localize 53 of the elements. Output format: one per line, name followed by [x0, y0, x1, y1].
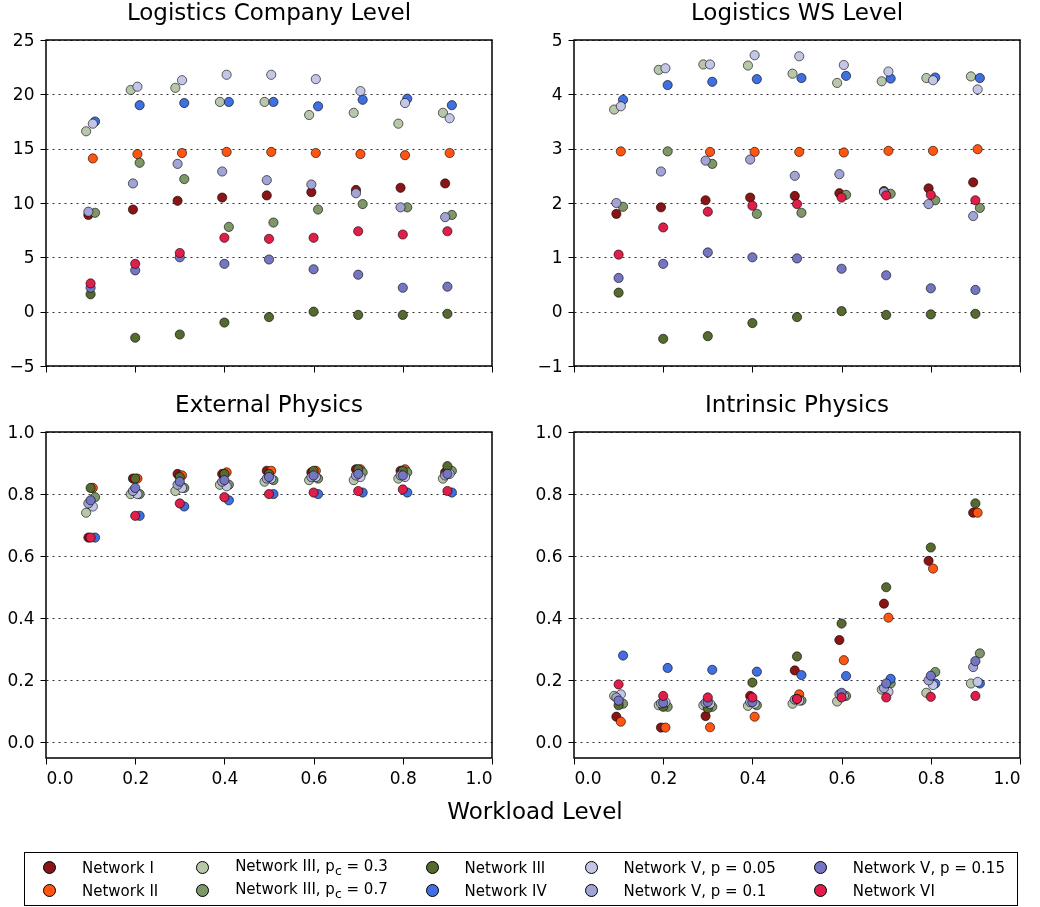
- y-tick-label: 1: [551, 246, 563, 267]
- legend-label: Network IV: [464, 881, 547, 900]
- chart-title: External Physics: [175, 391, 363, 417]
- y-tick-label: 0.6: [7, 545, 35, 566]
- x-tick-label: 0.6: [828, 767, 856, 788]
- y-tick-label: 4: [551, 83, 563, 104]
- y-tick-label: 5: [551, 29, 563, 50]
- legend-label: Network III, p$_{c}$ = 0.7: [235, 880, 388, 901]
- y-tick-label: 3: [551, 138, 563, 159]
- y-tick-label: 0.4: [7, 607, 35, 628]
- legend-label: Network III, p$_{c}$ = 0.3: [235, 857, 388, 878]
- chart-title: Logistics WS Level: [690, 0, 904, 25]
- y-tick-label: 0.2: [7, 669, 35, 690]
- y-tick-label: 0: [23, 301, 35, 322]
- y-tick-label: 0.2: [535, 669, 563, 690]
- x-tick-label: 0.4: [211, 767, 239, 788]
- y-tick-label: 0.8: [535, 483, 563, 504]
- x-tick-label: 0.8: [917, 767, 945, 788]
- y-tick-label: 0.8: [7, 483, 35, 504]
- x-tick-label: 0.2: [650, 767, 678, 788]
- legend-label: Network V, p = 0.15: [852, 858, 1005, 877]
- x-tick-label: 0.2: [122, 767, 150, 788]
- legend-label: Network VI: [852, 881, 935, 900]
- chart-title: Intrinsic Physics: [704, 391, 890, 417]
- y-tick-label: 15: [12, 138, 35, 159]
- y-tick-label: 0: [551, 301, 563, 322]
- y-tick-label: 5: [23, 246, 35, 267]
- chart-title: Logistics Company Level: [126, 0, 412, 25]
- y-tick-label: 1.0: [7, 421, 35, 442]
- x-tick-label: 0.6: [300, 767, 328, 788]
- y-tick-label: −5: [9, 355, 35, 376]
- x-tick-label: 1.0: [993, 767, 1021, 788]
- legend-label: Network V, p = 0.05: [623, 858, 776, 877]
- x-tick-label: 0.0: [46, 767, 74, 788]
- x-tick-label: 0.4: [739, 767, 767, 788]
- y-tick-label: 25: [12, 29, 35, 50]
- legend-label: Network I: [82, 858, 154, 877]
- y-tick-label: 2: [551, 192, 563, 213]
- legend-label: Network II: [82, 881, 159, 900]
- x-tick-label: 0.8: [389, 767, 417, 788]
- y-tick-label: 0.0: [7, 731, 35, 752]
- x-tick-label: 1.0: [465, 767, 493, 788]
- x-axis-title: Workload Level: [446, 798, 624, 824]
- y-tick-label: 0.0: [535, 731, 563, 752]
- y-tick-label: −1: [537, 355, 563, 376]
- y-tick-label: 1.0: [535, 421, 563, 442]
- legend-label: Network III: [464, 858, 546, 877]
- y-tick-label: 20: [12, 83, 35, 104]
- y-tick-label: 0.4: [535, 607, 563, 628]
- y-tick-label: 10: [12, 192, 35, 213]
- x-tick-label: 0.0: [574, 767, 602, 788]
- legend-label: Network V, p = 0.1: [623, 881, 767, 900]
- y-tick-label: 0.6: [535, 545, 563, 566]
